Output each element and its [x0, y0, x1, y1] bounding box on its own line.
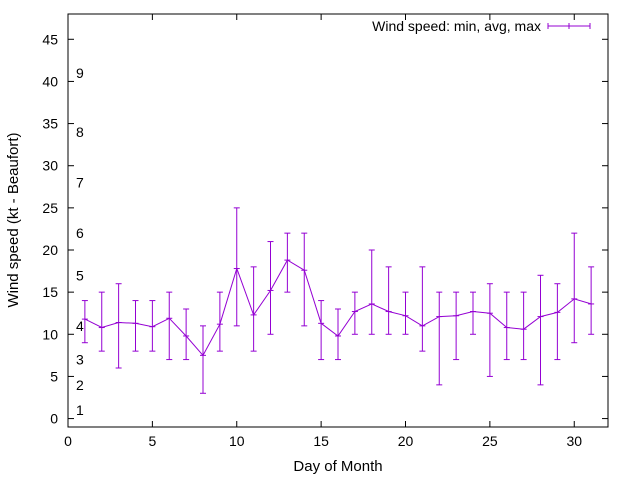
error-bar [419, 266, 426, 352]
error-bar [351, 291, 358, 335]
x-tick-label: 10 [229, 433, 245, 449]
y-axis-label: Wind speed (kt - Beaufort) [5, 132, 22, 307]
error-bar [368, 249, 375, 335]
x-tick-label: 20 [398, 433, 414, 449]
y-tick-label: 0 [50, 411, 58, 427]
beaufort-scale-labels: 1 2 3 4 5 6 7 8 9 [76, 65, 84, 418]
y-tick-label: 35 [42, 116, 58, 132]
error-bar [98, 291, 105, 352]
x-axis-label: Day of Month [293, 458, 382, 475]
error-bar [436, 291, 443, 386]
error-bar [250, 266, 257, 352]
error-bar [166, 291, 173, 361]
error-bar [520, 291, 527, 361]
x-axis: 0 5 10 15 20 25 30 [64, 14, 582, 449]
beaufort-label: 5 [76, 267, 84, 283]
plot-frame [67, 13, 609, 428]
y-tick-label: 15 [42, 284, 58, 300]
error-bar [537, 274, 544, 386]
error-bar [453, 291, 460, 361]
error-bar [588, 266, 595, 335]
error-bar [284, 232, 291, 293]
error-bar [486, 283, 493, 377]
x-tick-label: 5 [148, 433, 156, 449]
error-bar [470, 291, 476, 335]
y-tick-label: 25 [42, 200, 58, 216]
error-bar [81, 300, 88, 344]
y-tick-label: 45 [42, 31, 58, 47]
error-bar [301, 232, 308, 327]
beaufort-label: 9 [76, 65, 84, 81]
beaufort-label: 2 [76, 377, 84, 393]
beaufort-label: 3 [76, 352, 84, 368]
error-bar [571, 232, 578, 344]
x-tick-label: 25 [482, 433, 498, 449]
error-bar [335, 308, 341, 361]
error-bar [385, 266, 392, 335]
beaufort-label: 4 [76, 318, 84, 334]
y-tick-label: 40 [42, 73, 58, 89]
beaufort-label: 8 [76, 124, 84, 140]
error-bar [200, 325, 206, 394]
error-bar [132, 300, 139, 352]
error-bar [149, 300, 156, 352]
error-bar [115, 283, 122, 369]
beaufort-label: 1 [76, 402, 84, 418]
beaufort-label: 7 [76, 175, 84, 191]
error-bar [402, 291, 409, 335]
x-tick-label: 15 [313, 433, 329, 449]
x-tick-label: 0 [64, 433, 72, 449]
error-bar [318, 300, 325, 361]
error-bar [554, 283, 561, 361]
legend: Wind speed: min, avg, max [372, 18, 591, 34]
y-tick-label: 30 [42, 158, 58, 174]
x-tick-label: 30 [566, 433, 582, 449]
legend-entry-label: Wind speed: min, avg, max [372, 18, 541, 34]
y-tick-label: 10 [42, 326, 58, 342]
error-bar [216, 291, 223, 352]
error-bar [183, 308, 190, 361]
y-tick-label: 20 [42, 242, 58, 258]
beaufort-label: 6 [76, 225, 84, 241]
series-wind-speed [81, 207, 595, 394]
error-bar [267, 241, 274, 335]
error-bar [233, 207, 240, 327]
error-bar [503, 291, 510, 361]
y-tick-label: 5 [50, 368, 58, 384]
